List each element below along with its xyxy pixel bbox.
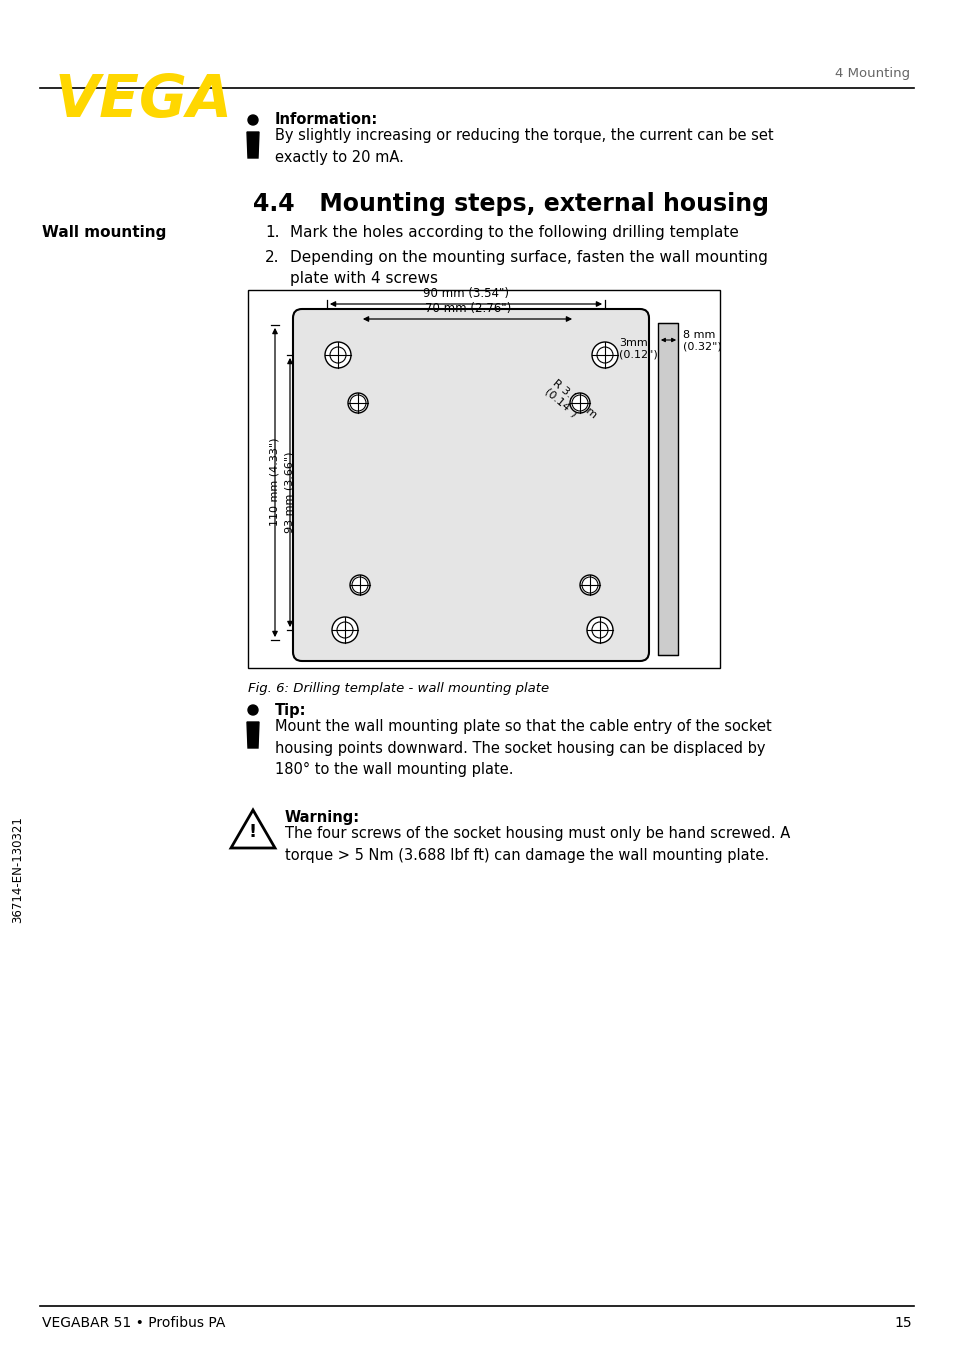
Text: The four screws of the socket housing must only be hand screwed. A
torque > 5 Nm: The four screws of the socket housing mu…: [285, 826, 789, 862]
Polygon shape: [247, 722, 258, 747]
Text: 1.: 1.: [265, 225, 279, 240]
Circle shape: [581, 577, 598, 593]
Text: VEGABAR 51 • Profibus PA: VEGABAR 51 • Profibus PA: [42, 1316, 225, 1330]
Text: 93 mm (3.66"): 93 mm (3.66"): [285, 451, 294, 532]
Text: By slightly increasing or reducing the torque, the current can be set
exactly to: By slightly increasing or reducing the t…: [274, 129, 773, 165]
Text: 3mm
(0.12"): 3mm (0.12"): [618, 338, 657, 360]
Text: 110 mm (4.33"): 110 mm (4.33"): [270, 437, 280, 527]
Text: 70 mm (2.76"): 70 mm (2.76"): [424, 302, 511, 315]
Bar: [658, 324, 678, 655]
Circle shape: [330, 347, 346, 363]
Circle shape: [572, 395, 587, 412]
Text: 4.4   Mounting steps, external housing: 4.4 Mounting steps, external housing: [253, 192, 768, 217]
Text: 4 Mounting: 4 Mounting: [834, 66, 909, 80]
Polygon shape: [231, 810, 274, 848]
Circle shape: [352, 577, 368, 593]
Polygon shape: [247, 131, 258, 158]
Text: 2.: 2.: [265, 250, 279, 265]
Circle shape: [592, 343, 618, 368]
Circle shape: [592, 621, 607, 638]
Text: !: !: [249, 823, 256, 841]
Text: Wall mounting: Wall mounting: [42, 225, 166, 240]
Text: Mark the holes according to the following drilling template: Mark the holes according to the followin…: [290, 225, 739, 240]
Text: Warning:: Warning:: [285, 810, 359, 825]
Circle shape: [348, 393, 368, 413]
Circle shape: [350, 575, 370, 594]
Circle shape: [579, 575, 599, 594]
Circle shape: [597, 347, 613, 363]
Text: 8 mm
(0.32"): 8 mm (0.32"): [682, 330, 721, 352]
Text: Tip:: Tip:: [274, 703, 306, 718]
Text: 15: 15: [893, 1316, 911, 1330]
Circle shape: [350, 395, 366, 412]
FancyBboxPatch shape: [293, 309, 648, 661]
Circle shape: [248, 115, 257, 125]
Text: Information:: Information:: [274, 112, 377, 127]
Bar: [248, 290, 720, 668]
Text: Depending on the mounting surface, fasten the wall mounting
plate with 4 screws: Depending on the mounting surface, faste…: [290, 250, 767, 286]
Circle shape: [325, 343, 351, 368]
Circle shape: [332, 617, 357, 643]
Circle shape: [586, 617, 613, 643]
Text: 36714-EN-130321: 36714-EN-130321: [11, 816, 25, 923]
Text: 90 mm (3.54"): 90 mm (3.54"): [422, 287, 509, 301]
Circle shape: [569, 393, 589, 413]
Circle shape: [336, 621, 353, 638]
Text: Mount the wall mounting plate so that the cable entry of the socket
housing poin: Mount the wall mounting plate so that th…: [274, 719, 771, 777]
Text: Fig. 6: Drilling template - wall mounting plate: Fig. 6: Drilling template - wall mountin…: [248, 682, 549, 695]
Text: R 3.5 mm
(0.14"): R 3.5 mm (0.14"): [542, 378, 598, 429]
Text: VEGA: VEGA: [55, 72, 233, 129]
Circle shape: [248, 705, 257, 715]
